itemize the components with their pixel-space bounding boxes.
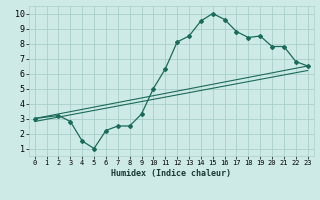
X-axis label: Humidex (Indice chaleur): Humidex (Indice chaleur) [111, 169, 231, 178]
